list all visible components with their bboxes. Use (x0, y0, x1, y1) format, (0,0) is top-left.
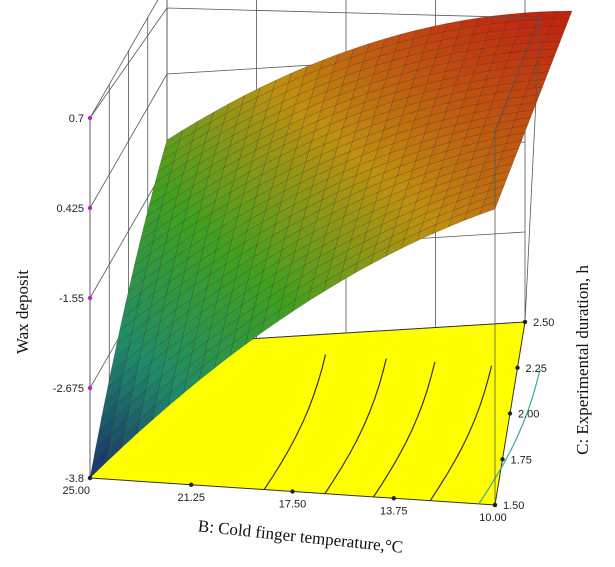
contour-line (429, 365, 493, 502)
tick-labels: 0.7 0.425 -1.55 -2.675 -3.825.00 21.25 17.50 13… (53, 113, 555, 524)
x-tick-marker (290, 489, 295, 494)
x-tick-marker (391, 496, 396, 501)
contour-line (478, 368, 541, 505)
z-tick-marker (87, 205, 93, 211)
y-tick-marker (507, 411, 513, 416)
y-axis-title: C: Experimental duration, h (573, 265, 592, 455)
contour-line (324, 358, 387, 495)
y-tick-label: 2.25 (526, 363, 547, 375)
x-tick-label: 13.75 (380, 505, 408, 517)
y-tick-label: 2.50 (533, 317, 554, 329)
y-tick-marker (492, 502, 498, 508)
x-tick-label: 21.25 (177, 492, 205, 504)
z-tick-marker (87, 115, 93, 121)
y-tick-marker (522, 319, 528, 325)
z-gridline (89, 0, 159, 119)
x-tick-label: 10.00 (479, 512, 507, 524)
response-surface (89, 10, 573, 479)
x-tick-label: 17.50 (279, 499, 307, 511)
y-tick-label: 2.00 (518, 409, 539, 421)
z-tick-label: 0.7 (69, 113, 84, 125)
surface-cell (541, 41, 561, 51)
x-tick-marker (189, 482, 194, 487)
top-edge (89, 7, 541, 131)
surface-cell (538, 48, 558, 58)
z-axis-title: Wax deposit (13, 270, 32, 354)
y-tick-marker (515, 365, 520, 370)
y-tick-label: 1.75 (511, 454, 532, 466)
surface-cell (479, 201, 499, 215)
z-tick-label: 0.425 (56, 203, 84, 215)
x-tick-label: 25.00 (62, 485, 90, 497)
surface-cell (550, 18, 570, 27)
z-tick-marker (87, 295, 93, 301)
contour-line (372, 361, 436, 498)
z-tick-marker (87, 385, 93, 391)
y-tick-marker (500, 457, 505, 462)
x-axis-title: B: Cold finger temperature,°C (197, 516, 404, 556)
surface-cell (532, 64, 552, 74)
contour-line (263, 354, 327, 490)
z-tick-label: -1.55 (59, 293, 84, 305)
surface-cell (535, 56, 555, 66)
box-front-edges (89, 7, 541, 505)
surface-cell (553, 10, 573, 20)
z-tick-label: -2.675 (53, 383, 84, 395)
y-tick-label: 1.50 (503, 500, 524, 512)
back-right-edge (524, 17, 541, 323)
z-tick-label: -3.8 (65, 473, 84, 485)
surface-cell (544, 33, 564, 43)
surface-cell (547, 26, 567, 35)
surface-cell (529, 71, 549, 82)
x-tick-marker (87, 475, 93, 481)
